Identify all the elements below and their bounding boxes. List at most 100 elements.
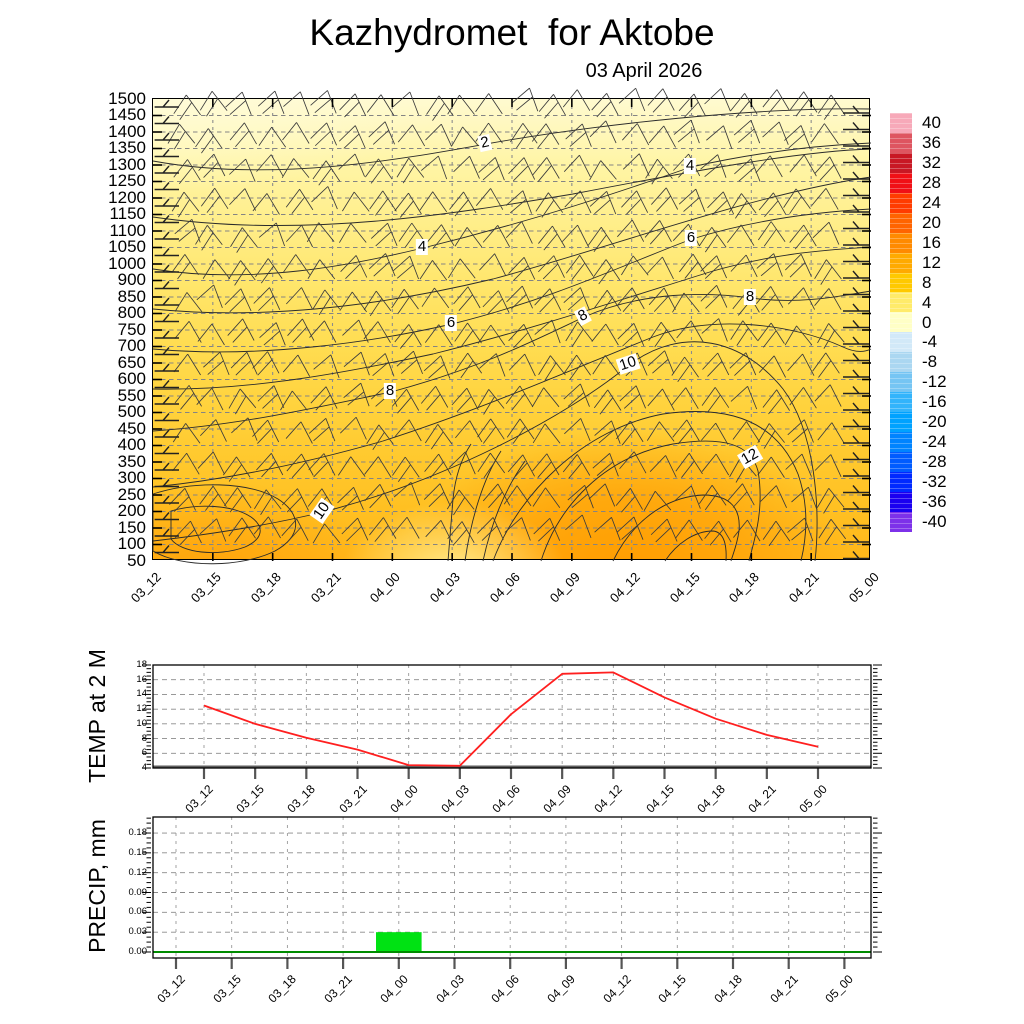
wind-barb [391, 388, 420, 414]
wind-barb [563, 383, 590, 407]
wind-barb [154, 545, 179, 554]
level-tick-label: 1350 [108, 138, 146, 157]
wind-barb [593, 389, 622, 415]
colorbar-band [890, 113, 912, 133]
wind-barb [281, 488, 309, 513]
wind-barb [646, 256, 674, 280]
wind-barb [447, 521, 475, 546]
wind-barb [672, 292, 700, 313]
contour-line [152, 208, 872, 353]
colorbar-tick-label: 16 [922, 232, 941, 252]
wind-barb [391, 288, 419, 315]
wind-barb [286, 453, 314, 479]
colorbar-band [890, 432, 912, 452]
contour-value-label: 8 [743, 288, 757, 305]
wind-barb [672, 419, 700, 445]
wind-barb [700, 154, 727, 178]
wind-barb [619, 451, 647, 474]
wind-barb [843, 287, 869, 296]
colorbar-tick-label: -16 [922, 392, 947, 412]
wind-barb [704, 520, 732, 546]
wind-barb [508, 324, 536, 349]
wind-barb [196, 387, 224, 411]
wind-barb [448, 258, 476, 279]
wind-barb [257, 385, 285, 409]
wind-barb [479, 253, 507, 276]
wind-barb [594, 517, 621, 541]
time-tick-label: 03_15 [187, 569, 224, 606]
wind-barb [475, 93, 503, 115]
wind-barb [728, 193, 757, 219]
colorbar-band [890, 212, 912, 233]
wind-barb [843, 419, 869, 428]
wind-barb [281, 158, 310, 179]
wind-barb [562, 89, 591, 111]
wind-barb [174, 520, 202, 545]
wind-barb [312, 289, 341, 316]
wind-barb [453, 155, 480, 179]
wind-barb [505, 190, 532, 214]
wind-barb [678, 93, 706, 118]
wind-barb [479, 353, 506, 377]
level-tick-label: 800 [117, 303, 146, 322]
wind-barb [506, 285, 533, 310]
wind-barb [649, 455, 677, 478]
wind-barb [843, 551, 869, 560]
contour-value-label: 6 [444, 314, 458, 331]
colorbar-band [890, 292, 912, 313]
wind-barb [811, 188, 839, 210]
wind-barb [313, 354, 340, 379]
level-tick-label: 1300 [108, 154, 146, 174]
wind-barb [154, 413, 179, 422]
colorbar-band [890, 412, 912, 432]
wind-barb [283, 91, 310, 115]
temp-axis-title: TEMP at 2 M [84, 649, 110, 783]
wind-barb [673, 119, 700, 144]
wind-barb [758, 192, 786, 218]
level-tick-label: 200 [117, 501, 146, 520]
colorbar-tick-label: -4 [922, 332, 938, 352]
time-tick-label: 04_12 [599, 972, 634, 1006]
wind-barb [167, 123, 196, 150]
wind-barb [505, 221, 533, 244]
wind-barb [449, 451, 476, 475]
time-tick-label: 05_00 [845, 569, 882, 606]
wind-barb [257, 90, 285, 114]
wind-barb [227, 318, 255, 343]
wind-barb [651, 187, 679, 212]
chart-frame [152, 816, 872, 959]
wind-barb [730, 386, 758, 410]
precip-tick-label: 0.09 [128, 886, 148, 898]
contour-value-label: 8 [383, 382, 397, 399]
wind-barb [534, 319, 561, 344]
wind-barb [196, 284, 223, 309]
wind-barb [228, 517, 256, 543]
contour-line [447, 443, 472, 562]
wind-barb [812, 221, 840, 245]
wind-barb [154, 347, 179, 356]
wind-barb [396, 350, 423, 375]
wind-barb [421, 287, 450, 309]
wind-barb [784, 125, 811, 149]
wind-barb [154, 495, 179, 504]
temp-tick-label: 8 [141, 732, 147, 744]
wind-barb [701, 387, 730, 413]
wind-barb [700, 285, 728, 309]
time-tick-label: 04_15 [666, 569, 703, 606]
level-tick-label: 50 [127, 550, 146, 570]
wind-barb [453, 286, 481, 311]
wind-barb [199, 518, 227, 542]
wind-barb [646, 421, 675, 442]
wind-barb [843, 270, 869, 279]
wind-barb [617, 287, 645, 312]
wind-barb [340, 416, 367, 440]
wind-barb [307, 259, 336, 280]
wind-barb [282, 354, 311, 377]
wind-barb [505, 385, 534, 411]
wind-barb [368, 353, 395, 377]
wind-barb [482, 225, 510, 248]
wind-barb [229, 188, 256, 211]
level-tick-label: 500 [117, 402, 146, 421]
wind-barb [594, 420, 621, 444]
